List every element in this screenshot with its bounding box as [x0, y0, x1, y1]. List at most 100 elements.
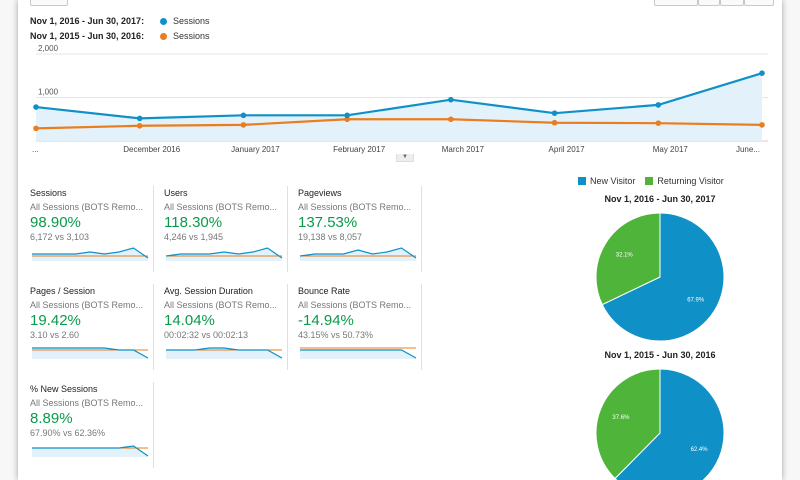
data-point[interactable]: [136, 115, 143, 122]
pie-slice[interactable]: [595, 368, 661, 480]
data-point[interactable]: [344, 116, 350, 123]
pie-slice-label: 37.6%: [612, 415, 630, 421]
pie-slice-label: 67.9%: [687, 298, 705, 304]
x-tick-label: January 2017: [231, 145, 280, 154]
pie-slice-label: 62.4%: [691, 447, 709, 453]
view-toggle-button[interactable]: [744, 0, 774, 6]
metric-change: 98.90%: [30, 214, 81, 231]
pie-slice[interactable]: [614, 368, 725, 480]
metric-comparison: 00:02:32 vs 00:02:13: [164, 330, 249, 340]
blue-dot-icon: [160, 17, 167, 25]
data-point[interactable]: [240, 122, 247, 128]
metric-card[interactable]: Pageviews All Sessions (BOTS Remo... 137.5…: [298, 186, 422, 272]
metric-title: Avg. Session Duration: [164, 286, 253, 296]
metric-title: Users: [164, 188, 188, 198]
sparkline-area: [32, 248, 148, 261]
x-tick-label: December 2016: [123, 145, 180, 154]
data-point[interactable]: [655, 120, 662, 126]
pie-legend-label: New Visitor: [590, 176, 636, 186]
orange-dot-icon: [160, 32, 167, 40]
metric-title: % New Sessions: [30, 384, 98, 394]
series-line: [35, 118, 763, 130]
sparkline-area: [300, 248, 416, 261]
metric-card[interactable]: Users All Sessions (BOTS Remo... 118.30% 4,…: [164, 186, 288, 272]
metric-card[interactable]: Bounce Rate All Sessions (BOTS Remo... -14…: [298, 284, 422, 370]
metric-card[interactable]: % New Sessions All Sessions (BOTS Remo...…: [30, 382, 154, 468]
data-point[interactable]: [759, 70, 765, 76]
metric-title: Bounce Rate: [298, 286, 351, 296]
sparkline-area: [32, 348, 148, 359]
sparkline: [166, 347, 283, 359]
metric-title: Pageviews: [298, 188, 342, 198]
view-toggle-button[interactable]: [698, 0, 720, 6]
metric-segment: All Sessions (BOTS Remo...: [30, 398, 144, 408]
pie-legend: New Visitor Returning Visitor: [578, 176, 724, 186]
metric-comparison: 43.15% vs 50.73%: [298, 330, 374, 340]
metric-segment: All Sessions (BOTS Remo...: [30, 300, 144, 310]
x-tick-label: June...: [736, 145, 760, 154]
sparkline-current: [32, 347, 149, 359]
x-tick-label: May 2017: [653, 145, 689, 154]
y-tick-label: 1,000: [38, 88, 59, 97]
sparkline-current: [300, 349, 417, 359]
sparkline-area: [166, 248, 282, 261]
metric-comparison: 19,138 vs 8,057: [298, 232, 363, 242]
sparkline-current: [299, 247, 417, 259]
metric-comparison: 3.10 vs 2.60: [30, 330, 80, 340]
x-tick-label: March 2017: [442, 145, 485, 154]
pie-chart-previous[interactable]: 62.4% 37.6%: [578, 368, 738, 480]
sparkline: [165, 247, 283, 261]
metric-card[interactable]: Sessions All Sessions (BOTS Remo... 98.90%…: [30, 186, 154, 272]
pie-slice[interactable]: [595, 212, 661, 306]
metric-segment: All Sessions (BOTS Remo...: [298, 300, 412, 310]
sparkline: [32, 247, 149, 261]
view-toggle-button[interactable]: [720, 0, 744, 6]
legend-previous-period: Nov 1, 2015 - Jun 30, 2016: Sessions: [30, 31, 210, 41]
metric-card[interactable]: Avg. Session Duration All Sessions (BOTS …: [164, 284, 288, 370]
metric-comparison: 67.90% vs 62.36%: [30, 428, 106, 438]
sparkline-area: [166, 348, 282, 359]
metric-change: 14.04%: [164, 312, 215, 329]
data-point[interactable]: [759, 122, 765, 128]
legend-current-period: Nov 1, 2016 - Jun 30, 2017: Sessions: [30, 16, 210, 26]
metric-change: 8.89%: [30, 410, 73, 427]
pie-title-previous: Nov 1, 2015 - Jun 30, 2016: [604, 350, 716, 360]
x-tick-label: April 2017: [549, 145, 586, 154]
pie-chart-current[interactable]: 67.9% 32.1%: [578, 212, 738, 344]
data-point[interactable]: [448, 96, 454, 103]
data-point[interactable]: [33, 125, 39, 132]
sparkline: [32, 347, 149, 359]
metric-segment: All Sessions (BOTS Remo...: [30, 202, 144, 212]
legend-metric: Sessions: [173, 16, 210, 26]
data-point[interactable]: [551, 110, 558, 116]
view-toggle-button[interactable]: [654, 0, 698, 6]
new-visitor-swatch-icon: [578, 177, 586, 185]
data-point[interactable]: [136, 122, 143, 129]
date-range-button[interactable]: [30, 0, 68, 6]
data-point[interactable]: [551, 119, 558, 126]
pie-title-current: Nov 1, 2016 - Jun 30, 2017: [604, 194, 716, 204]
metric-card[interactable]: Pages / Session All Sessions (BOTS Remo..…: [30, 284, 154, 370]
data-point[interactable]: [344, 112, 350, 119]
legend-metric: Sessions: [173, 31, 210, 41]
x-tick-label: February 2017: [333, 145, 386, 154]
pie-slice[interactable]: [601, 212, 725, 342]
collapse-chart-toggle[interactable]: ▼: [396, 154, 414, 162]
data-point[interactable]: [240, 112, 247, 119]
data-point[interactable]: [33, 104, 39, 110]
returning-visitor-swatch-icon: [645, 177, 654, 185]
sparkline-current: [166, 347, 283, 359]
sparkline-current: [165, 247, 283, 259]
metric-comparison: 4,246 vs 1,945: [164, 232, 224, 242]
data-point[interactable]: [655, 102, 662, 108]
sparkline: [300, 347, 417, 359]
sessions-line-chart[interactable]: 2,000 1,000... December 2016 January 2017 Fe…: [18, 44, 782, 156]
metric-change: 19.42%: [30, 312, 81, 329]
data-point[interactable]: [448, 116, 454, 123]
metric-change: 118.30%: [164, 214, 223, 231]
x-tick-label: ...: [32, 145, 39, 154]
sparkline: [299, 247, 417, 261]
metric-segment: All Sessions (BOTS Remo...: [298, 202, 412, 212]
legend-range: Nov 1, 2015 - Jun 30, 2016:: [30, 31, 145, 41]
metric-title: Sessions: [30, 188, 67, 198]
